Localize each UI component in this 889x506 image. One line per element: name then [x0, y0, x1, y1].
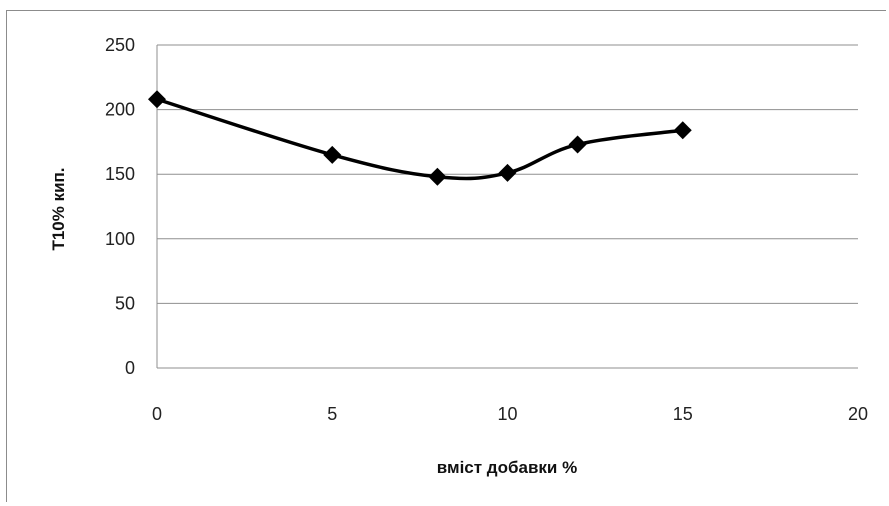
y-tick-label: 100	[105, 229, 135, 249]
data-point-marker	[148, 90, 166, 109]
data-point-marker	[323, 145, 342, 164]
x-axis-title: вміст добавки %	[437, 458, 577, 477]
data-point-marker	[568, 135, 587, 154]
x-tick-label: 10	[497, 404, 517, 424]
x-tick-label: 5	[327, 404, 337, 424]
y-tick-label: 150	[105, 164, 135, 184]
x-tick-label: 0	[152, 404, 162, 424]
data-point-marker	[673, 121, 692, 140]
y-tick-label: 0	[125, 358, 135, 378]
series-markers	[148, 90, 692, 186]
y-tick-label: 250	[105, 35, 135, 55]
series-line	[156, 97, 683, 181]
y-tick-label: 50	[115, 293, 135, 313]
x-tick-label: 20	[848, 404, 868, 424]
x-tick-labels: 0 5 10 15 20	[152, 404, 868, 424]
y-tick-labels: 0 50 100 150 200 250	[105, 35, 135, 378]
data-point-marker	[428, 167, 447, 186]
y-axis-title: Т10% кип.	[49, 167, 68, 250]
x-tick-label: 15	[673, 404, 693, 424]
data-point-marker	[498, 163, 517, 182]
gridlines	[156, 44, 858, 369]
chart-frame	[6, 10, 886, 502]
y-tick-label: 200	[105, 100, 135, 120]
